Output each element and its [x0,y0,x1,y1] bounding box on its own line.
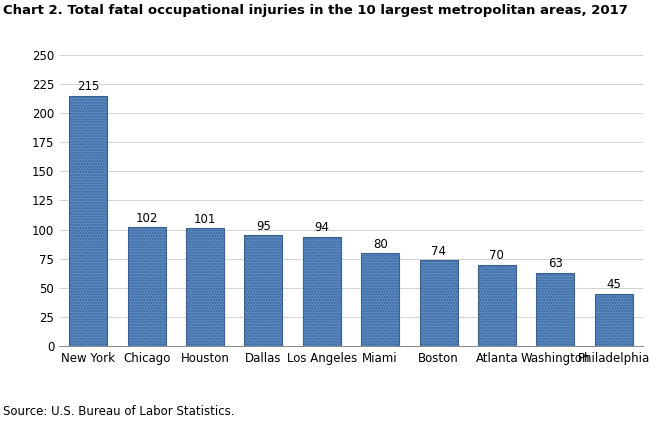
Bar [303,237,340,346]
Text: 95: 95 [256,220,271,233]
Bar [128,227,165,346]
Text: 45: 45 [606,278,621,291]
Bar [537,273,574,346]
Text: 215: 215 [77,80,100,93]
Text: Chart 2. Total fatal occupational injuries in the 10 largest metropolitan areas,: Chart 2. Total fatal occupational injuri… [3,4,628,17]
Bar [245,235,282,346]
Bar [478,265,516,346]
Text: 94: 94 [314,221,329,234]
Bar [420,260,457,346]
Text: 74: 74 [431,244,446,257]
Bar [70,96,107,346]
Text: 101: 101 [194,213,216,226]
Text: 102: 102 [135,212,158,225]
Bar [361,253,399,346]
Text: 70: 70 [489,249,504,262]
Text: 80: 80 [373,238,388,251]
Bar [186,228,224,346]
Text: Source: U.S. Bureau of Labor Statistics.: Source: U.S. Bureau of Labor Statistics. [3,405,235,418]
Bar [595,294,632,346]
Text: 63: 63 [548,257,563,271]
